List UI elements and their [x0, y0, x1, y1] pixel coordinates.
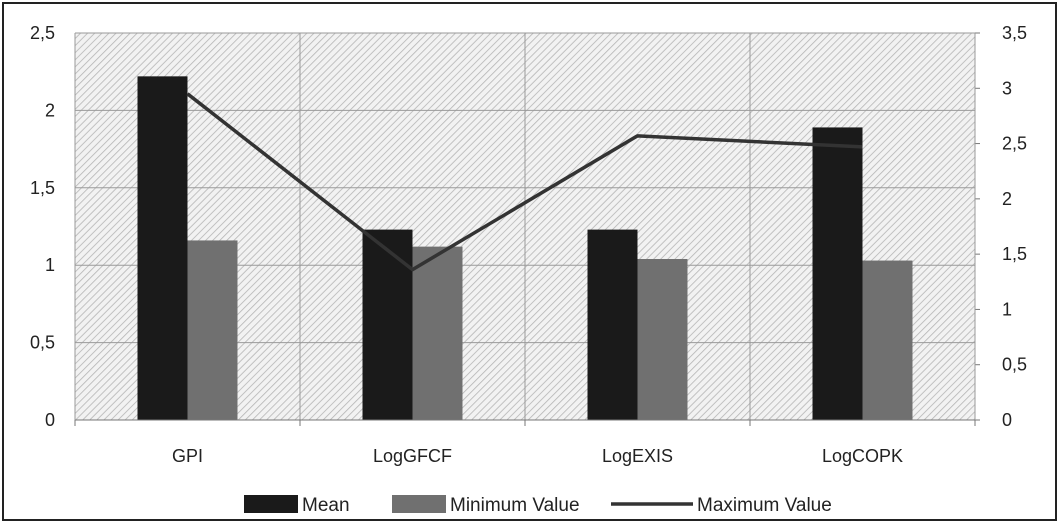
y-left-tick-label: 0: [45, 410, 55, 430]
bar-minimum-value: [637, 259, 688, 420]
bar-minimum-value: [862, 260, 913, 420]
x-tick-label: LogCOPK: [822, 446, 903, 466]
legend-label: Maximum Value: [697, 495, 832, 516]
bar-minimum-value: [412, 246, 463, 420]
x-tick-label: LogEXIS: [602, 446, 673, 466]
y-left-tick-label: 2,5: [30, 23, 55, 43]
legend-swatch: [392, 495, 446, 513]
y-right-tick-label: 0: [1002, 410, 1012, 430]
y-right-tick-label: 0,5: [1002, 355, 1027, 375]
y-left-tick-label: 1: [45, 255, 55, 275]
bar-mean: [587, 229, 638, 420]
y-right-tick-label: 1,5: [1002, 244, 1027, 264]
x-tick-label: GPI: [172, 446, 203, 466]
line-maximum-value: [186, 92, 863, 272]
legend-label: Mean: [302, 495, 350, 516]
y-left-tick-label: 2: [45, 100, 55, 120]
line-series: [186, 92, 863, 272]
legend: Mean Minimum Value Maximum Value: [244, 495, 832, 516]
bar-minimum-value: [187, 240, 238, 420]
y-left-tick-label: 1,5: [30, 178, 55, 198]
y-right-tick-label: 3: [1002, 78, 1012, 98]
bar-mean: [137, 76, 188, 421]
y-right-tick-label: 3,5: [1002, 23, 1027, 43]
y-left-tick-label: 0,5: [30, 333, 55, 353]
y-right-tick-label: 2,5: [1002, 134, 1027, 154]
bars: [137, 76, 913, 421]
bar-mean: [362, 229, 413, 420]
y-right-tick-label: 2: [1002, 189, 1012, 209]
x-tick-label: LogGFCF: [373, 446, 452, 466]
bar-mean: [812, 127, 863, 420]
axes: 0 0,5 1 1,5 2 2,5 0 0,5 1 1,5 2 2,5 3 3,5 GPI LogGFCF Lo…: [30, 23, 1027, 466]
legend-swatch: [244, 495, 298, 513]
y-right-tick-label: 1: [1002, 299, 1012, 319]
legend-label: Minimum Value: [450, 495, 580, 516]
